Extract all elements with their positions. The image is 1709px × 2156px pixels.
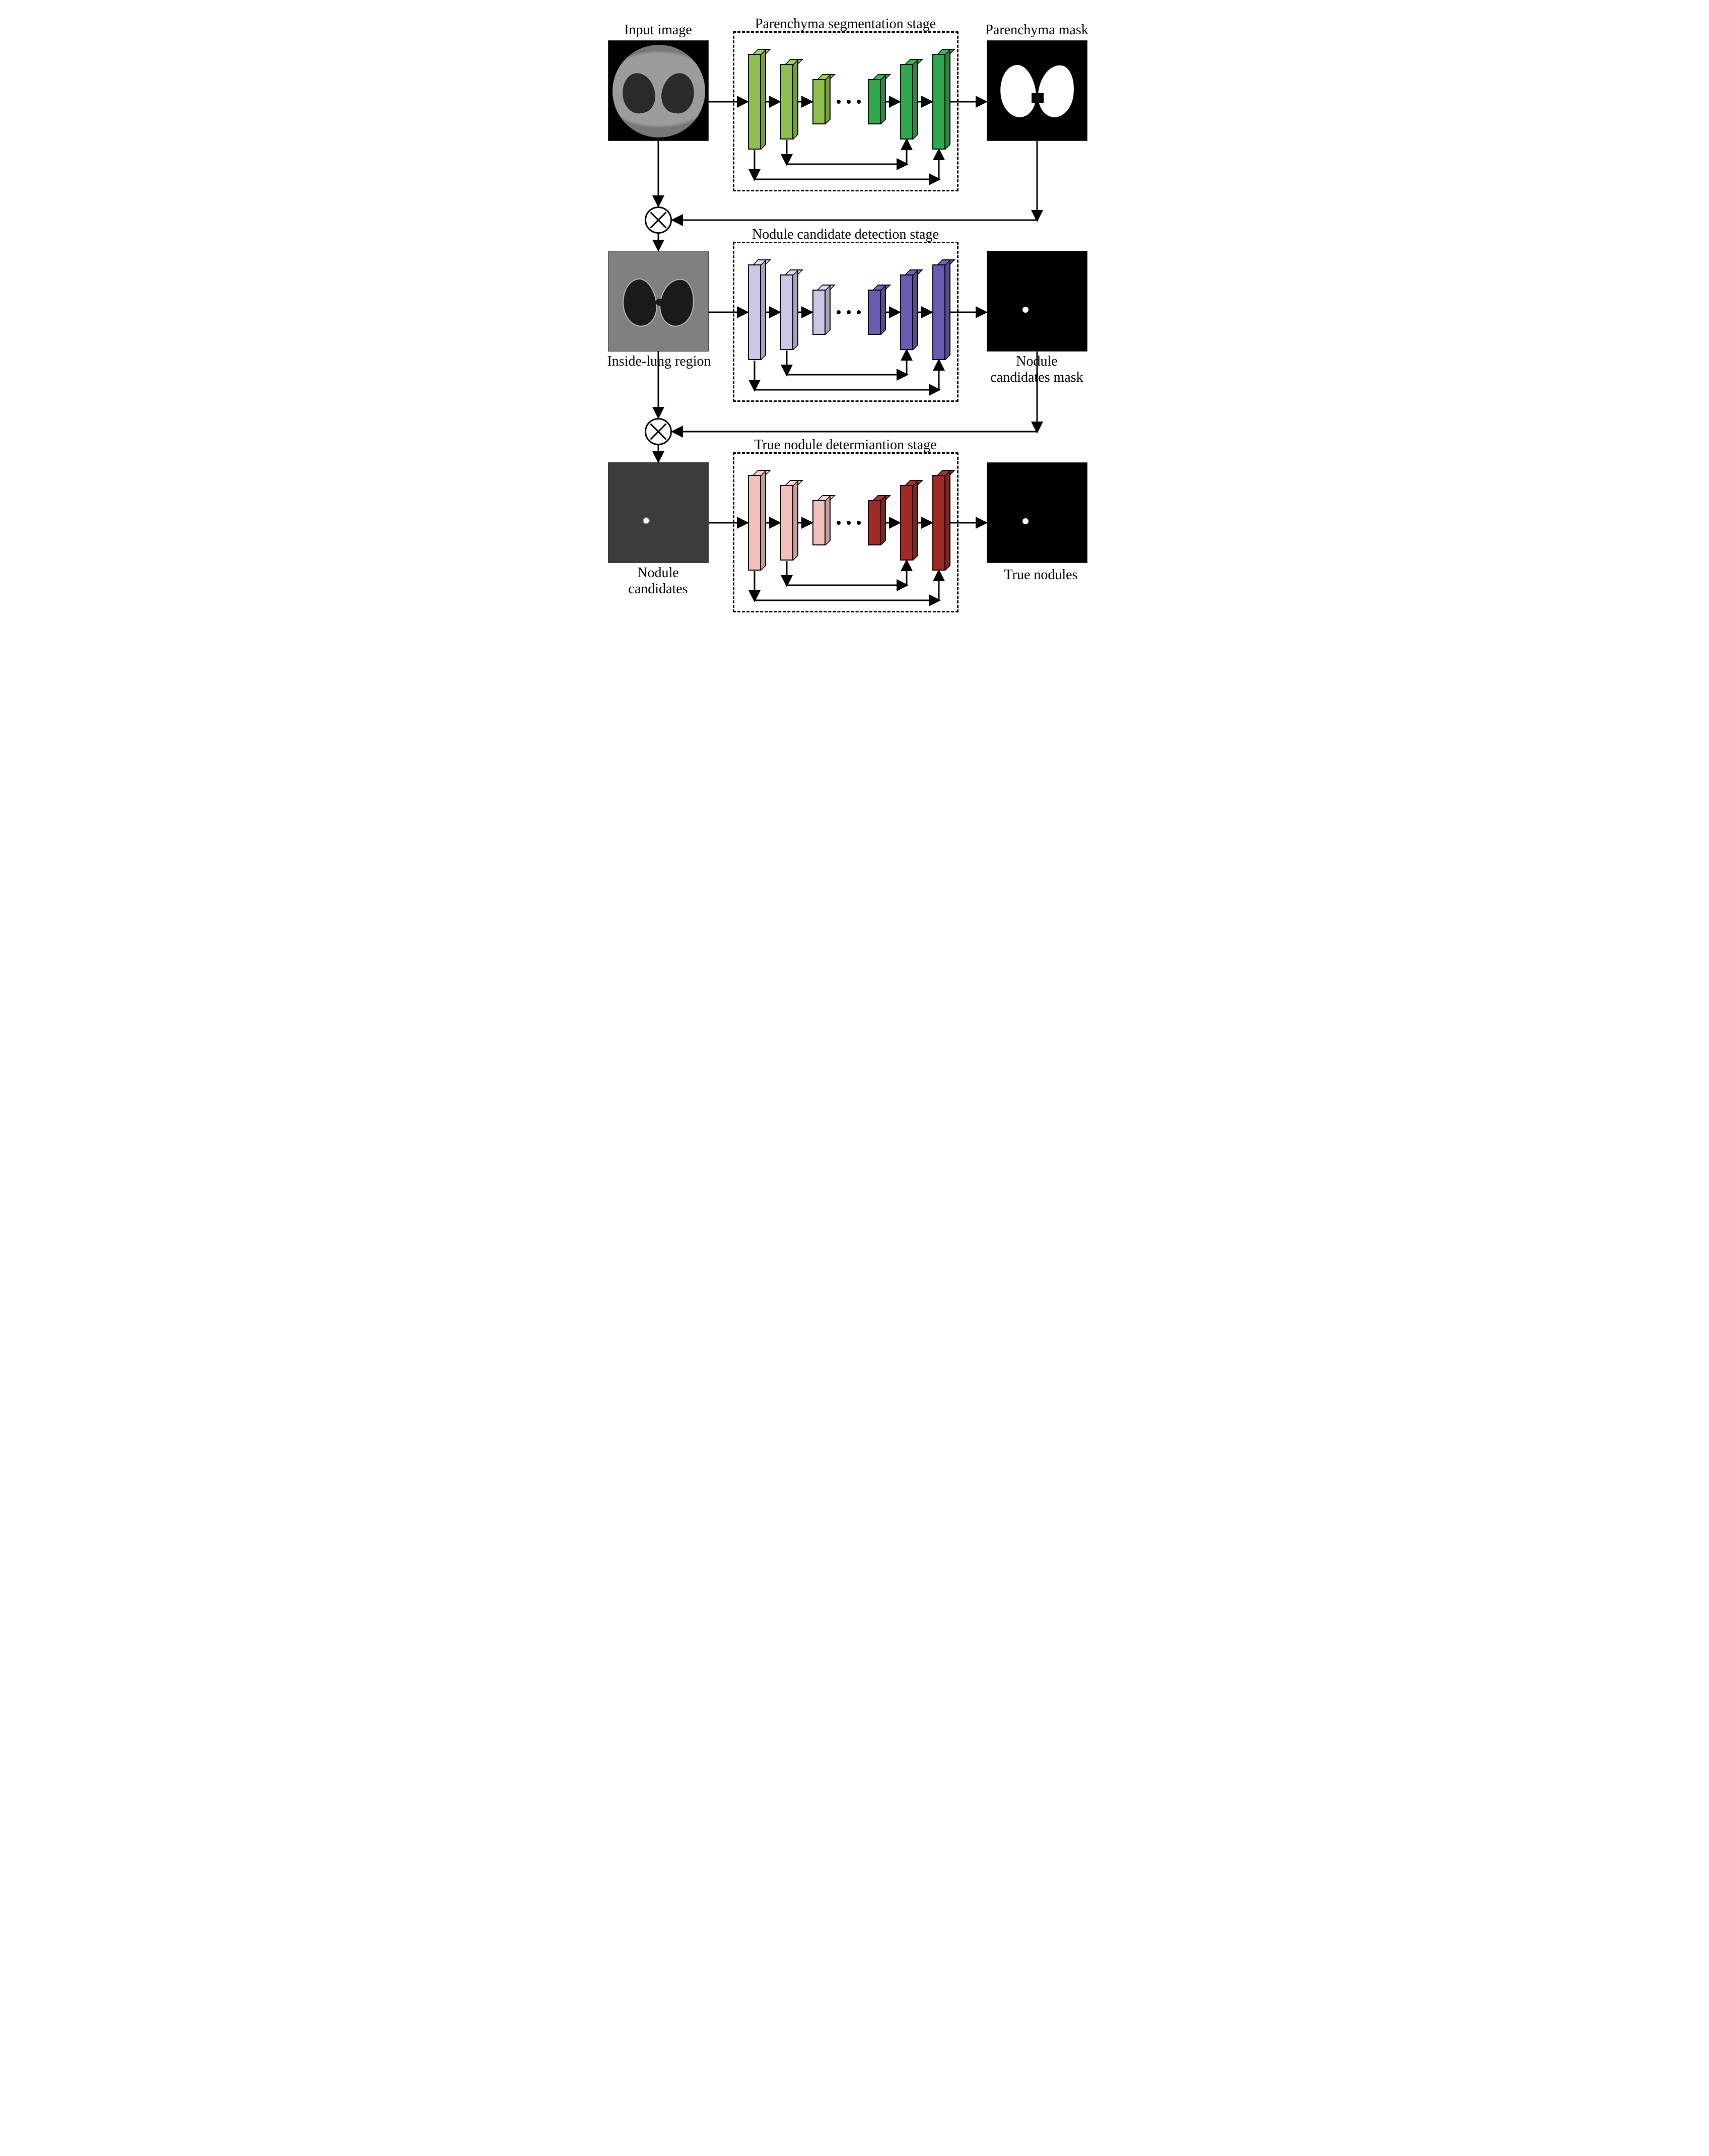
label-inside: Inside-lung region (603, 354, 716, 370)
nodule-candidates-mask-image (987, 251, 1087, 352)
multiply-icon (645, 206, 672, 234)
unet-bar (932, 49, 950, 150)
unet-bar (900, 480, 918, 561)
ellipsis-icon (837, 521, 861, 525)
pipeline-diagram: Input image Parenchyma segmentation stag… (603, 20, 1107, 655)
unet-bar (812, 495, 831, 545)
unet-bar (868, 285, 886, 335)
unet-bar (932, 470, 950, 571)
unet-bar (748, 470, 766, 571)
nodule-candidates-image (608, 462, 709, 563)
multiply-icon (645, 418, 672, 445)
unet-bar (868, 495, 886, 545)
label-ncand: Nodule candidates (613, 565, 704, 597)
input-image (608, 40, 709, 141)
label-mask1: Parenchyma mask (982, 22, 1092, 38)
unet-bar (812, 285, 831, 335)
label-stage2: Nodule candidate detection stage (744, 227, 947, 243)
label-mask2: Nodule candidates mask (982, 354, 1092, 386)
ellipsis-icon (837, 310, 861, 314)
stage3-box (733, 452, 959, 612)
stage1-box (733, 31, 959, 191)
unet-bar (780, 59, 798, 140)
true-nodules-image (987, 462, 1087, 563)
unet-bar (868, 74, 886, 124)
unet-bar (780, 480, 798, 561)
unet-bar (900, 59, 918, 140)
inside-lung-image (608, 251, 709, 352)
unet-bar (932, 259, 950, 360)
unet-bar (780, 269, 798, 350)
unet-bar (748, 49, 766, 150)
label-stage3: True nodule determiantion stage (744, 437, 947, 453)
label-stage1: Parenchyma segmentation stage (744, 16, 947, 32)
parenchyma-mask-image (987, 40, 1087, 141)
label-input: Input image (618, 22, 699, 38)
ellipsis-icon (837, 100, 861, 104)
unet-bar (900, 269, 918, 350)
unet-bar (748, 259, 766, 360)
label-truen: True nodules (996, 567, 1086, 583)
unet-bar (812, 74, 831, 124)
stage2-box (733, 242, 959, 402)
